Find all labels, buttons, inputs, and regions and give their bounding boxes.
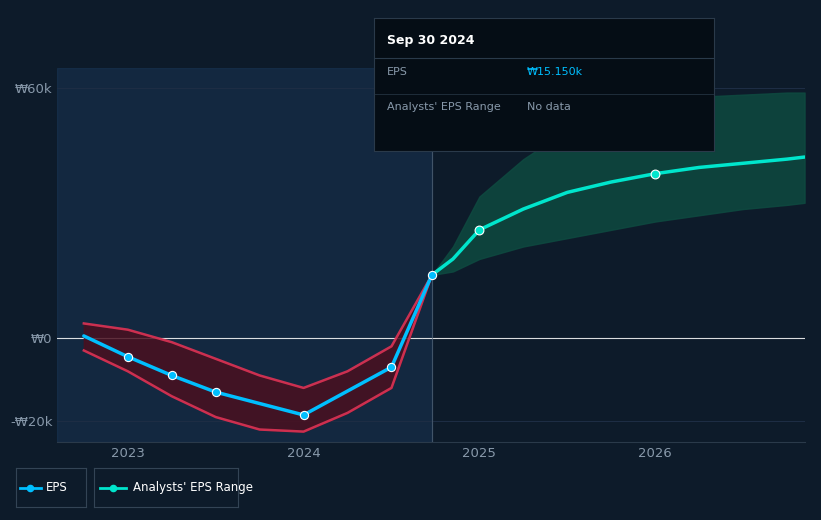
Point <box>107 484 120 492</box>
Text: EPS: EPS <box>46 481 67 494</box>
Point <box>122 353 135 361</box>
Point <box>649 170 662 178</box>
Point <box>297 411 310 419</box>
Text: EPS: EPS <box>388 67 408 77</box>
Text: Analysts' EPS Range: Analysts' EPS Range <box>388 102 501 112</box>
Bar <box>57 68 432 442</box>
Text: ₩15.150k: ₩15.150k <box>527 67 583 77</box>
Point <box>473 226 486 234</box>
Text: Analysts' EPS Range: Analysts' EPS Range <box>133 481 253 494</box>
Text: Analysts Forecasts: Analysts Forecasts <box>439 101 548 114</box>
Point <box>425 271 438 279</box>
Point <box>165 371 178 380</box>
Text: Sep 30 2024: Sep 30 2024 <box>388 34 475 47</box>
Point <box>385 363 398 371</box>
Point <box>209 388 222 396</box>
Point <box>24 484 37 492</box>
Text: Actual: Actual <box>392 101 429 114</box>
Text: No data: No data <box>527 102 571 112</box>
